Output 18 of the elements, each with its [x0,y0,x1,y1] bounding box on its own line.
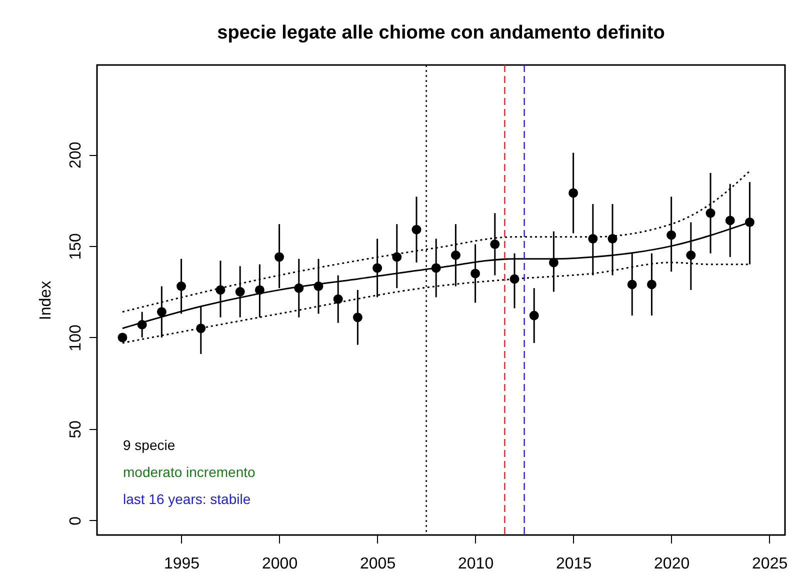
x-tick-label: 2010 [458,556,494,572]
annotation: 9 specie [123,437,176,453]
y-tick-label: 100 [68,324,84,352]
y-tick-label: 0 [68,516,84,526]
x-tick-label: 2025 [752,556,788,572]
x-tick-label: 2020 [654,556,690,572]
x-tick-label: 2015 [556,556,592,572]
x-tick-label: 2000 [262,556,298,572]
y-tick-label: 150 [68,233,84,260]
point [118,332,128,342]
annotation: last 16 years: stabile [123,491,251,507]
y-axis-title: Index [38,280,54,320]
annotation: moderato incremento [123,464,256,480]
x-tick-label: 1995 [164,556,200,572]
y-tick-label: 50 [68,420,84,438]
y-tick-label: 200 [68,142,84,168]
chart-title: specie legate alle chiome con andamento definito [217,22,665,44]
x-tick-label: 2005 [360,556,396,572]
